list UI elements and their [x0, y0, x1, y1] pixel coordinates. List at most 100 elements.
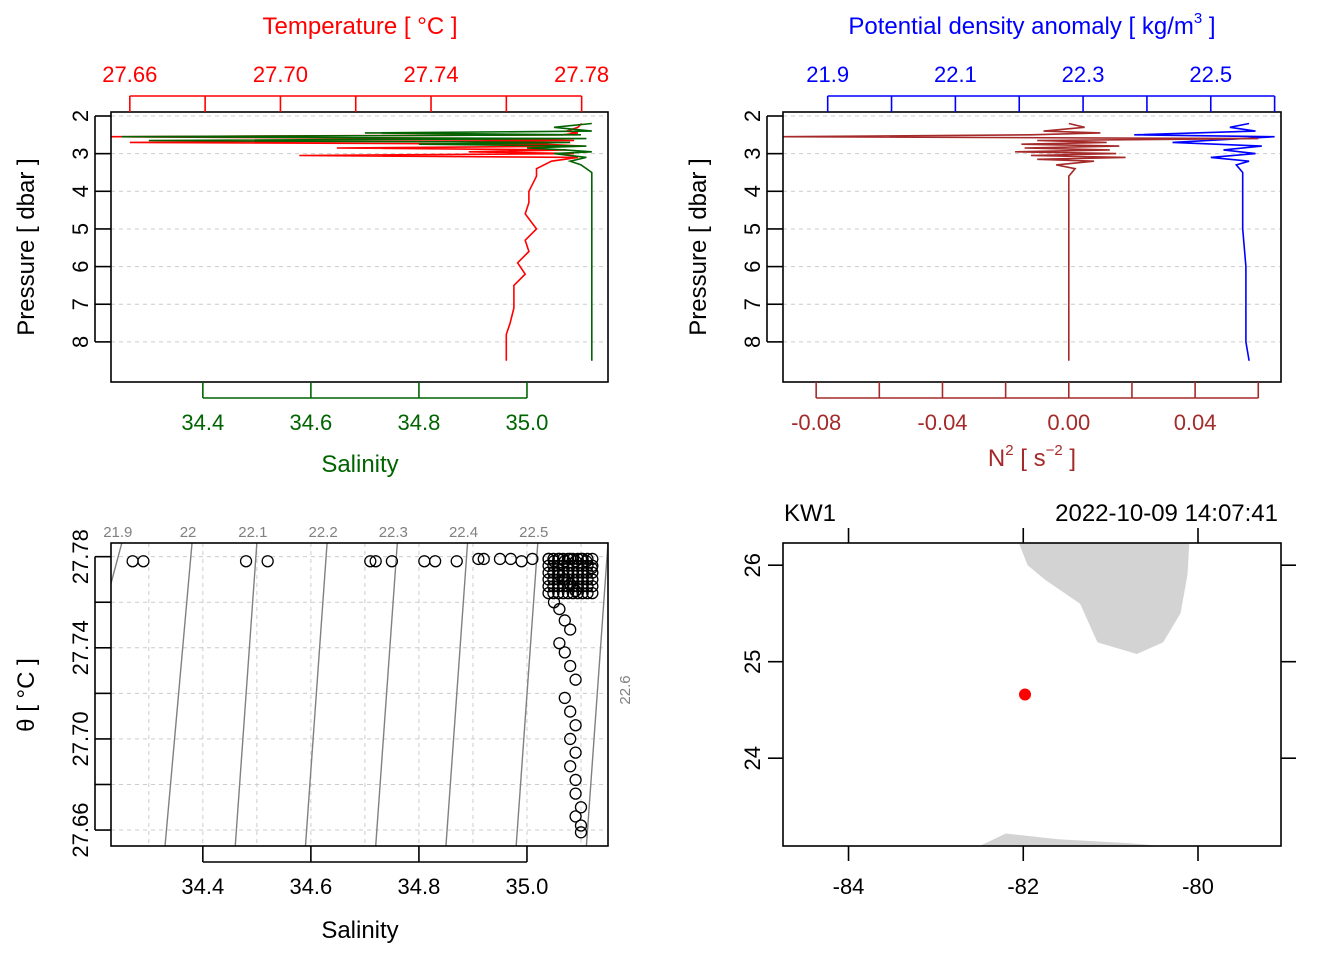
isopycnal-line: [234, 543, 258, 846]
temperature-tick-label: 27.74: [404, 62, 459, 87]
salinity-tick-label: 35.0: [506, 410, 549, 435]
temperature-axis-title: Temperature [ °C ]: [263, 13, 458, 40]
station-name: KW1: [784, 500, 836, 527]
ts-point: [542, 586, 555, 600]
plot-frame: [110, 542, 609, 847]
ts-point: [557, 586, 570, 600]
salinity-tick-label: 34.6: [289, 874, 332, 899]
n2-title-close: ]: [1063, 445, 1076, 472]
isopycnal-line: [585, 543, 608, 846]
ts-gridlines: [111, 543, 608, 846]
salinity-axis: 34.4 34.6 34.8 35.0: [181, 846, 548, 899]
n2-axis-title: N2 [ s−2 ]: [988, 442, 1076, 472]
plot-frame: [782, 111, 1282, 383]
temperature-axis: 27.66 27.70 27.74 27.78: [102, 62, 609, 112]
ts-point: [564, 760, 577, 773]
ts-point: [428, 555, 442, 568]
n2-tick-label: 0.00: [1047, 410, 1090, 435]
temperature-tick-label: 27.66: [102, 62, 157, 87]
n2-title-sup: 2: [1005, 442, 1013, 459]
ts-point: [558, 614, 571, 627]
isopycnal-label: 22.6: [617, 675, 634, 704]
plot-frame: [110, 111, 609, 383]
salinity-tick-label: 34.4: [181, 874, 224, 899]
pressure-axis-title: Pressure [ dbar ]: [685, 158, 712, 335]
isopycnal-label: 22.4: [449, 524, 478, 541]
pressure-tick-label: 3: [740, 148, 765, 160]
pressure-tick-label: 2: [68, 110, 93, 122]
longitude-tick-label: -80: [1182, 874, 1214, 899]
salinity-tick-label: 34.8: [398, 874, 441, 899]
ts-point: [569, 773, 582, 787]
panel-station-map: -84 -82 -80 24 25 26 KW1 2022-10-09 14:07:41: [740, 500, 1296, 899]
pressure-tick-label: 6: [68, 260, 93, 272]
salinity-tick-label: 34.6: [289, 410, 332, 435]
pressure-tick-label: 6: [740, 260, 765, 272]
temperature-profile-line: [110, 122, 583, 361]
density-tick-label: 22.1: [934, 62, 977, 87]
profile-series: [782, 122, 1275, 361]
station-marker-group: [1019, 688, 1032, 701]
ts-point: [576, 586, 589, 600]
ts-point: [574, 819, 588, 832]
ts-point: [553, 602, 566, 616]
density-title-sup: 3: [1194, 10, 1202, 27]
salinity-tick-label: 34.4: [181, 410, 224, 435]
n2-tick-label: -0.08: [791, 410, 841, 435]
pressure-tick-label: 8: [68, 336, 93, 348]
ts-point: [581, 586, 594, 600]
salinity-tick-label: 34.8: [398, 410, 441, 435]
isopycnal-label: 22.5: [519, 524, 548, 541]
ts-point: [558, 691, 571, 705]
theta-axis: 27.66 27.70 27.74 27.78: [68, 529, 111, 858]
pressure-axis: 2 3 4 5 6 7 8: [68, 110, 111, 348]
salinity-axis: 34.4 34.6 34.8 35.0: [181, 382, 548, 435]
profile-gridlines: [783, 115, 1281, 343]
ts-point: [569, 746, 582, 759]
latitude-tick-label: 24: [740, 746, 765, 770]
pressure-tick-label: 2: [740, 110, 765, 122]
land-cuba-north: [979, 833, 1164, 846]
salinity-profile-line: [121, 122, 593, 361]
theta-tick-label: 27.78: [68, 529, 93, 584]
density-tick-label: 22.5: [1189, 62, 1232, 87]
profile-series: [110, 122, 593, 361]
isopycnal-line: [375, 543, 399, 846]
ts-point: [574, 801, 588, 814]
theta-tick-label: 27.74: [68, 620, 93, 675]
n2-title-unit-sup: −2: [1046, 442, 1063, 459]
ts-point: [547, 586, 560, 600]
n2-title-unit: [ s: [1014, 445, 1046, 472]
ts-point: [504, 552, 517, 566]
ts-point: [566, 586, 580, 600]
pressure-axis: 2 3 4 5 6 7 8: [740, 110, 783, 348]
ts-point: [564, 732, 577, 746]
ts-point: [586, 586, 599, 600]
isopycnal-line: [111, 543, 123, 587]
ts-point: [569, 810, 582, 823]
isopycnal-line: [445, 543, 469, 846]
isopycnal-line: [515, 543, 539, 846]
land-polygons: [979, 543, 1190, 846]
density-axis: 21.9 22.1 22.3 22.5: [806, 62, 1276, 112]
ts-point: [558, 646, 571, 659]
ts-point: [526, 552, 539, 566]
salinity-axis-title: Salinity: [321, 451, 398, 478]
latitude-tick-label: 25: [740, 649, 765, 673]
pressure-tick-label: 8: [740, 336, 765, 348]
pressure-tick-label: 5: [68, 223, 93, 235]
pressure-tick-label: 4: [68, 185, 93, 197]
pressure-tick-label: 5: [740, 223, 765, 235]
density-title-text: Potential density anomaly [ kg/m: [848, 13, 1194, 40]
panel-density-n2-profile: 21.9 22.1 22.3 22.5 -0.08 -0.04 0.00 0.04 2 3 4 5…: [685, 10, 1282, 472]
pressure-tick-label: 4: [740, 185, 765, 197]
longitude-tick-label: -82: [1007, 874, 1039, 899]
salinity-tick-label: 35.0: [506, 874, 549, 899]
isopycnal-line: [164, 543, 193, 846]
salinity-axis-title: Salinity: [321, 917, 398, 944]
station-marker: [1019, 688, 1032, 701]
latitude-tick-label: 26: [740, 553, 765, 577]
ts-point: [450, 555, 463, 568]
ts-point: [472, 552, 485, 566]
n2-title-text: N: [988, 445, 1005, 472]
